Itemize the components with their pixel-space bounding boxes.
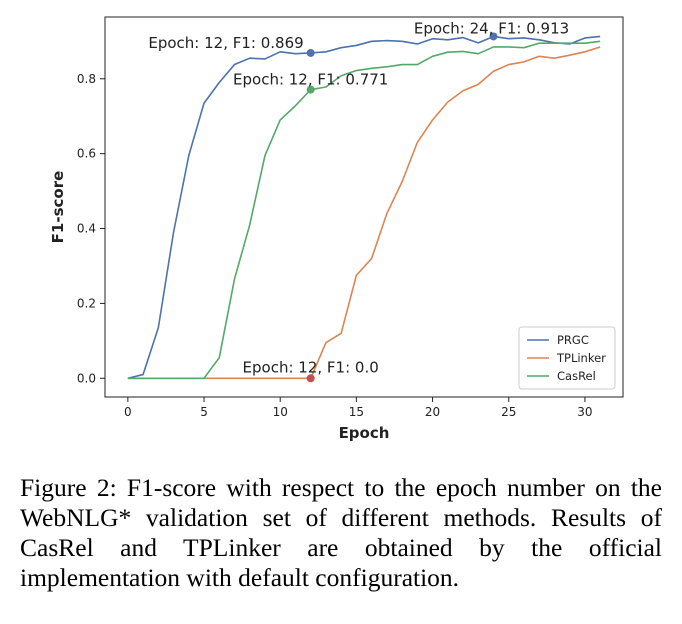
annotation-label: Epoch: 12, F1: 0.0 xyxy=(243,358,379,376)
series-line-casrel xyxy=(127,40,601,380)
figure-caption: Figure 2: F1-score with respect to the e… xyxy=(20,473,662,592)
x-tick-label: 30 xyxy=(577,405,592,419)
series-lines xyxy=(127,35,601,380)
highlight-marker xyxy=(306,374,315,383)
annotation-label: Epoch: 12, F1: 0.869 xyxy=(148,34,303,52)
x-tick-label: 10 xyxy=(273,405,288,419)
legend-box xyxy=(518,326,616,390)
y-axis-title: F1-score xyxy=(49,171,67,244)
legend-label-tplinker: TPLinker xyxy=(556,351,606,365)
x-axis-title: Epoch xyxy=(339,424,390,442)
highlight-marker xyxy=(306,48,315,57)
y-tick-label: 0.4 xyxy=(77,222,96,236)
plot-frame xyxy=(104,16,624,398)
x-tick-label: 15 xyxy=(349,405,364,419)
y-tick-label: 0.2 xyxy=(77,296,96,310)
annotation-label: Epoch: 24, F1: 0.913 xyxy=(414,19,569,37)
y-axis-ticks: 0.0 0.2 0.4 0.6 0.8 xyxy=(77,72,105,385)
x-tick-label: 25 xyxy=(501,405,516,419)
legend-label-casrel: CasRel xyxy=(557,369,596,383)
x-tick-label: 5 xyxy=(200,405,208,419)
x-axis-ticks: 0 5 10 15 20 25 30 xyxy=(124,397,593,419)
highlight-marker xyxy=(489,32,498,41)
y-tick-label: 0.8 xyxy=(77,72,96,86)
series-line-prgc xyxy=(127,35,601,380)
legend: PRGC TPLinker CasRel xyxy=(518,326,616,390)
x-tick-label: 0 xyxy=(124,405,132,419)
x-tick-label: 20 xyxy=(425,405,440,419)
series-line-tplinker xyxy=(127,46,601,380)
y-tick-label: 0.6 xyxy=(77,147,96,161)
highlight-marker xyxy=(306,85,315,94)
highlight-markers xyxy=(306,32,498,383)
y-tick-label: 0.0 xyxy=(77,371,96,385)
legend-label-prgc: PRGC xyxy=(557,333,589,347)
f1-epoch-chart: Epoch: 12, F1: 0.869 Epoch: 24, F1: 0.913… xyxy=(49,16,624,442)
annotations: Epoch: 12, F1: 0.869 Epoch: 24, F1: 0.913… xyxy=(148,19,569,376)
annotation-label: Epoch: 12, F1: 0.771 xyxy=(233,71,388,89)
